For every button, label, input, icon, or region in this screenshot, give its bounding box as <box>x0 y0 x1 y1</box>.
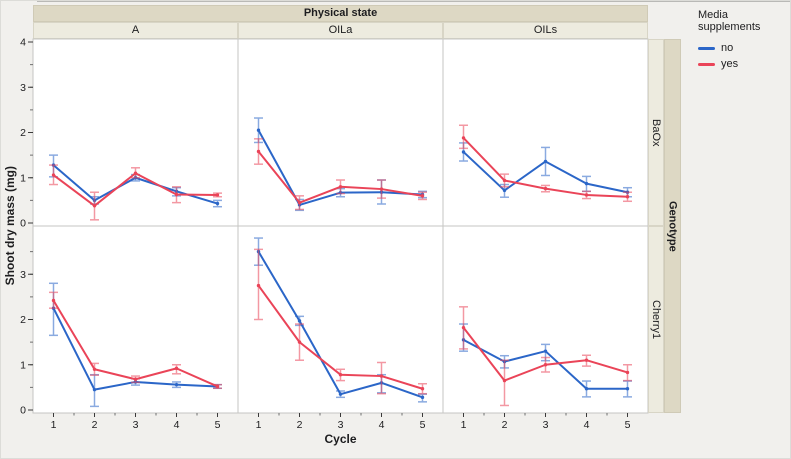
data-point-yes <box>92 204 97 208</box>
data-point-yes <box>174 366 179 371</box>
data-point-no <box>420 395 425 400</box>
data-point-yes <box>584 193 589 197</box>
x-tick-label: 4 <box>584 419 590 431</box>
legend-line-swatch <box>698 46 715 50</box>
facet-panel-Cherry1-OILa <box>237 225 444 414</box>
data-point-no <box>461 150 466 154</box>
legend-item-no[interactable]: no <box>698 40 790 56</box>
facet-row-header-Cherry1: Cherry1 <box>648 226 664 413</box>
x-tick-label: 5 <box>625 419 631 431</box>
data-point-yes <box>133 377 138 381</box>
data-point-yes <box>256 283 261 288</box>
y-tick-label: 2 <box>20 127 26 139</box>
facet-panel-BaOx-OILs <box>442 38 649 227</box>
data-point-no <box>543 159 548 164</box>
data-point-yes <box>502 178 507 183</box>
facet-panel-BaOx-OILa <box>237 38 444 227</box>
data-point-no <box>174 382 179 387</box>
data-point-yes <box>297 200 302 205</box>
data-point-no <box>215 201 220 206</box>
data-point-yes <box>543 363 548 367</box>
data-point-no <box>543 349 548 353</box>
x-tick-label: 4 <box>379 419 385 431</box>
x-tick-label: 3 <box>133 419 139 431</box>
data-point-no <box>92 387 97 392</box>
y-tick-label: 0 <box>20 405 26 417</box>
x-tick-label: 1 <box>461 419 467 431</box>
data-point-yes <box>92 367 97 371</box>
data-point-yes <box>461 325 466 330</box>
x-tick-label: 3 <box>338 419 344 431</box>
data-point-no <box>625 387 630 391</box>
legend-title: Media supplements <box>698 9 761 33</box>
facet-col-header-OILa: OILa <box>238 22 443 39</box>
data-point-yes <box>133 171 138 175</box>
x-tick-label: 1 <box>256 419 262 431</box>
x-tick-label: 5 <box>215 419 221 431</box>
x-tick-label: 4 <box>174 419 180 431</box>
facet-row-header-BaOx: BaOx <box>648 39 664 226</box>
data-point-no <box>502 188 507 193</box>
window-top-rule <box>37 1 790 2</box>
y-tick-label: 3 <box>20 269 26 281</box>
facet-panel-BaOx-A <box>32 38 239 227</box>
x-tick-label: 3 <box>543 419 549 431</box>
data-point-yes <box>174 192 179 197</box>
y-tick-label: 3 <box>20 82 26 94</box>
data-point-yes <box>256 149 261 154</box>
data-point-yes <box>543 186 548 191</box>
legend-item-yes[interactable]: yes <box>698 56 790 72</box>
x-tick-label: 2 <box>92 419 98 431</box>
data-point-yes <box>502 378 507 383</box>
y-tick-label: 4 <box>20 37 26 49</box>
facet-column-title: Physical state <box>33 5 648 22</box>
data-point-no <box>256 128 261 132</box>
data-point-yes <box>379 374 384 378</box>
data-point-yes <box>51 298 56 303</box>
data-point-yes <box>420 387 425 391</box>
x-tick-label: 2 <box>502 419 508 431</box>
data-point-yes <box>338 185 343 189</box>
data-point-yes <box>297 340 302 344</box>
legend: Media supplements no yes <box>698 9 790 72</box>
facet-row-title: Genotype <box>666 200 679 252</box>
data-point-yes <box>584 358 589 362</box>
legend-line-swatch <box>698 62 715 66</box>
data-point-yes <box>625 370 630 375</box>
x-tick-label: 1 <box>51 419 57 431</box>
data-point-no <box>338 392 343 396</box>
y-tick-label: 0 <box>20 218 26 230</box>
data-point-yes <box>625 195 630 199</box>
y-axis-title: Shoot dry mass (mg) <box>3 166 17 286</box>
x-tick-label: 2 <box>297 419 303 431</box>
data-point-yes <box>379 187 384 191</box>
data-point-yes <box>215 384 220 389</box>
data-point-yes <box>461 136 466 140</box>
data-point-yes <box>51 173 56 177</box>
data-point-no <box>584 387 589 391</box>
facet-panel-Cherry1-OILs <box>442 225 649 414</box>
y-tick-label: 2 <box>20 314 26 326</box>
y-tick-label: 1 <box>20 172 26 184</box>
facet-row-title-strip: Genotype <box>664 39 681 413</box>
y-tick-label: 1 <box>20 359 26 371</box>
x-tick-label: 5 <box>420 419 426 431</box>
legend-label: no <box>721 42 734 54</box>
legend-items: no yes <box>698 40 790 72</box>
legend-label: yes <box>721 58 739 70</box>
data-point-no <box>584 181 589 186</box>
data-point-yes <box>420 194 425 198</box>
data-point-yes <box>215 193 220 197</box>
data-point-no <box>297 319 302 323</box>
x-axis-title: Cycle <box>324 432 357 446</box>
data-point-yes <box>338 373 343 377</box>
